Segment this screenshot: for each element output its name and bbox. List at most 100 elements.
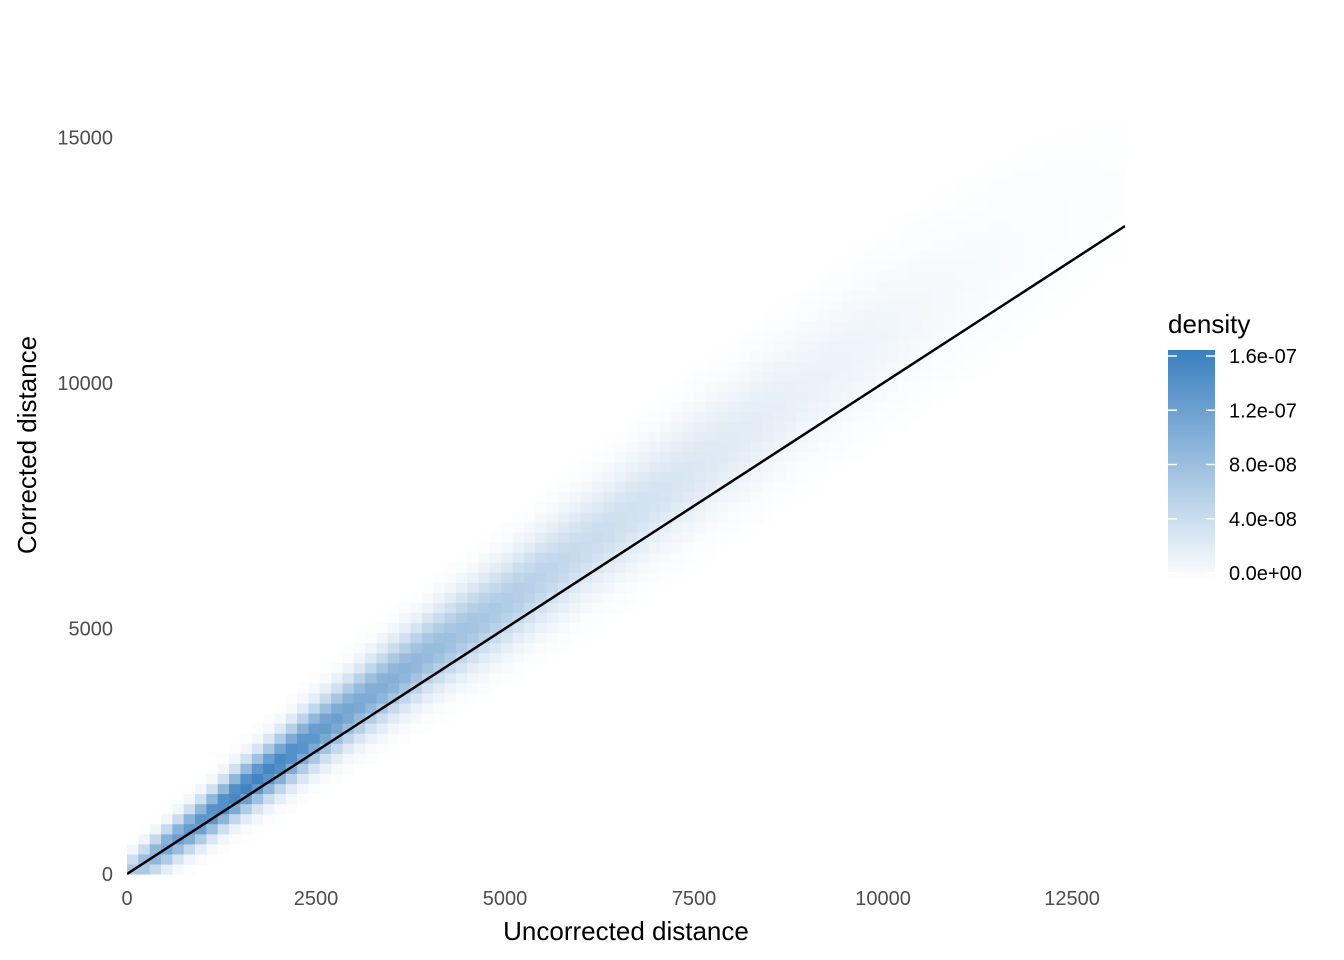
x-tick-label: 0 [121, 888, 132, 910]
density-tile [750, 511, 763, 523]
density-tile [796, 310, 808, 322]
density-tile [932, 320, 945, 332]
density-tile [898, 320, 911, 332]
density-tile [909, 310, 922, 322]
density-tile [467, 552, 480, 563]
density-tile [614, 511, 627, 523]
density-tile [387, 612, 400, 624]
density-tile [773, 491, 786, 503]
density-tile [580, 632, 593, 644]
density-tile [444, 672, 457, 684]
density-tile [773, 380, 786, 392]
density-tile [920, 270, 933, 281]
density-tile [478, 622, 491, 634]
density-tile [433, 592, 446, 603]
density-tile [818, 330, 831, 342]
density-tile [671, 401, 684, 412]
density-tile [920, 240, 933, 251]
density-tile [592, 592, 604, 603]
density-tile [739, 360, 752, 372]
density-tile [1000, 199, 1013, 211]
density-tile [637, 471, 650, 483]
density-tile [546, 622, 559, 634]
density-tile [1079, 189, 1092, 201]
density-tile [841, 310, 854, 322]
density-tile [886, 401, 899, 412]
density-tile [592, 531, 604, 543]
density-tile [433, 642, 446, 654]
density-tile [988, 290, 1001, 302]
density-tile [421, 592, 434, 603]
density-tile [1113, 149, 1125, 161]
density-tile [977, 300, 990, 312]
density-tile [614, 481, 627, 493]
density-tile [637, 592, 650, 603]
density-tile [773, 310, 786, 322]
density-tile [342, 733, 355, 744]
density-tile [841, 320, 854, 332]
density-tile [739, 411, 752, 422]
density-tile [1091, 270, 1103, 281]
density-tile [773, 451, 786, 463]
density-tile [682, 391, 695, 402]
density-tile [852, 280, 865, 291]
density-tile [1079, 119, 1092, 130]
density-tile [728, 431, 740, 442]
density-tile [875, 310, 888, 322]
density-tile [648, 491, 661, 503]
density-tile [489, 672, 502, 684]
density-tile [455, 622, 468, 634]
density-tile [1102, 169, 1115, 181]
density-tile [773, 401, 786, 412]
density-tile [535, 622, 548, 634]
density-tile [263, 773, 275, 785]
density-tile [637, 441, 650, 452]
density-tile [399, 622, 412, 634]
density-tile [433, 612, 446, 624]
density-tile [648, 562, 661, 573]
density-tile [694, 541, 706, 553]
density-tile [898, 280, 911, 291]
density-tile [285, 692, 298, 704]
density-tile [592, 572, 604, 583]
density-tile [943, 330, 956, 342]
density-tile [1079, 270, 1092, 281]
density-tile [671, 521, 684, 533]
density-tile [1022, 199, 1035, 211]
density-tile [796, 411, 808, 422]
density-tile [784, 391, 797, 402]
density-tile [943, 370, 956, 382]
density-tile [716, 521, 729, 533]
density-tile [535, 642, 548, 654]
density-tile [251, 813, 264, 825]
density-tile [455, 642, 468, 654]
density-tile [558, 501, 570, 513]
density-tile [433, 652, 446, 664]
density-tile [410, 592, 423, 603]
density-tile [705, 350, 718, 362]
density-tile [875, 330, 888, 342]
density-tile [852, 270, 865, 281]
density-tile [852, 401, 865, 412]
density-tile [841, 290, 854, 302]
density-tile [1000, 219, 1013, 231]
density-tile [909, 219, 922, 231]
density-tile [285, 723, 298, 734]
density-tile [943, 310, 956, 322]
density-tile [535, 552, 548, 563]
density-tile [342, 743, 355, 754]
density-tile [977, 209, 990, 221]
density-tile [739, 521, 752, 533]
density-tile [478, 682, 491, 694]
density-tile [444, 682, 457, 694]
density-tile [1000, 230, 1013, 241]
density-tile [319, 682, 332, 694]
density-tile [206, 783, 219, 795]
density-tile [217, 823, 230, 835]
density-tile [297, 702, 309, 714]
density-tile [478, 592, 491, 603]
density-tile [898, 370, 911, 382]
density-tile [183, 843, 196, 855]
density-tile [399, 692, 412, 704]
density-tile [1079, 179, 1092, 191]
